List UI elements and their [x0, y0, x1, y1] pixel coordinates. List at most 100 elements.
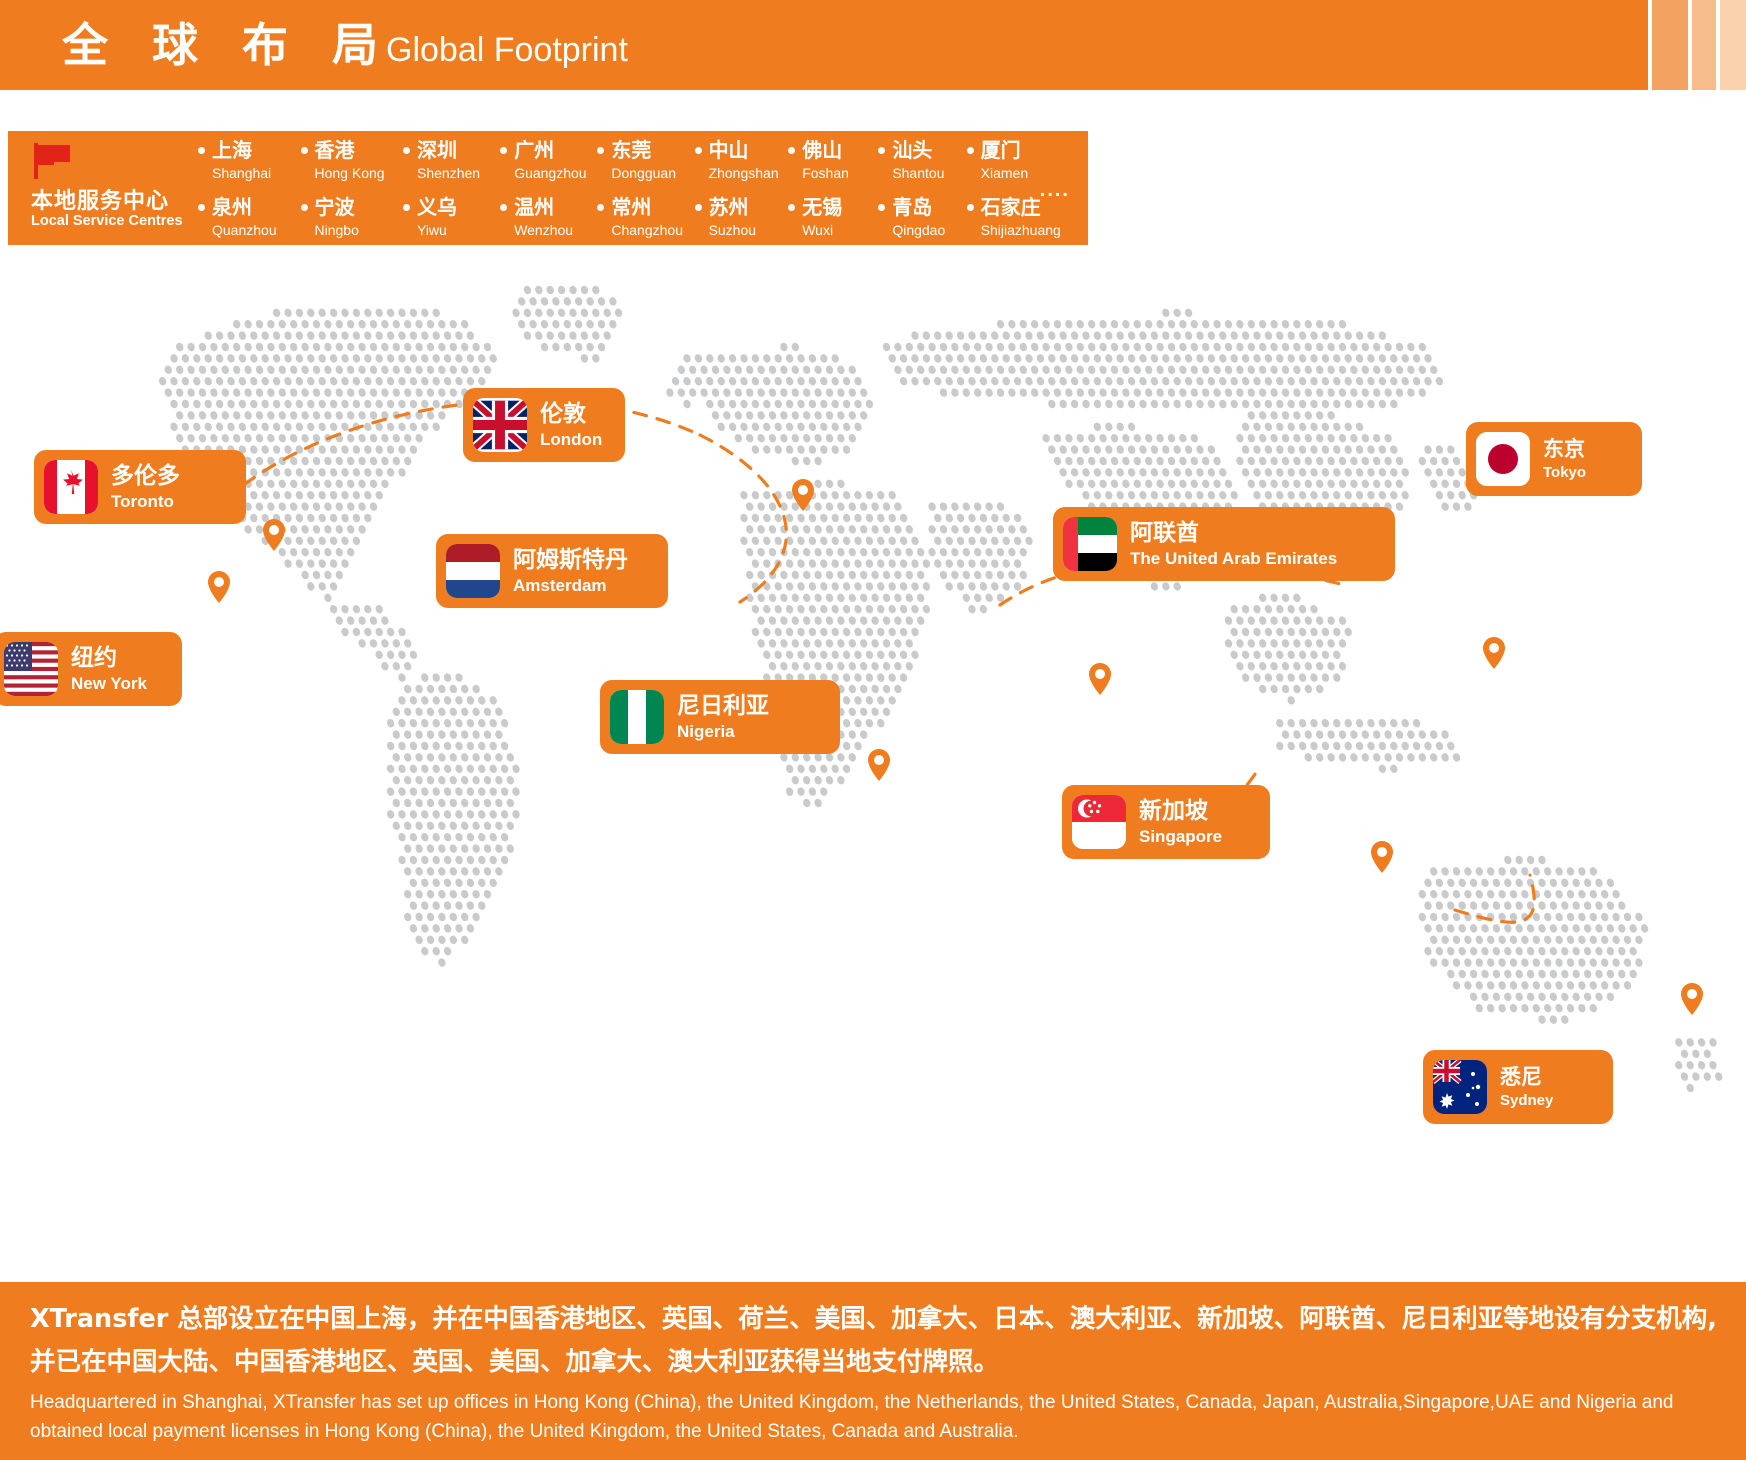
bullet-dot-icon [403, 204, 410, 211]
city-label-en: Shantou [892, 165, 945, 181]
city-card-uae[interactable]: 阿联酋 The United Arab Emirates [1053, 507, 1395, 581]
footer-description-panel: XTransfer 总部设立在中国上海，并在中国香港地区、英国、荷兰、美国、加拿… [0, 1282, 1746, 1460]
city-label-cn: 中山 [708, 138, 749, 162]
map-pin-marker[interactable] [261, 518, 287, 552]
bullet-dot-icon [788, 147, 796, 154]
bullet-dot-icon [694, 204, 702, 211]
city-card-label-en: The United Arab Emirates [1130, 548, 1338, 568]
city-card-label-cn: 伦敦 [540, 400, 586, 427]
city-card-singapore[interactable]: 新加坡 Singapore [1062, 785, 1270, 859]
red-flag-icon [32, 143, 76, 179]
service-centre-city-shantou[interactable]: 汕头 Shantou [878, 137, 966, 183]
city-card-london[interactable]: 伦敦 London [463, 388, 625, 462]
city-label-en: Shanghai [212, 165, 272, 181]
city-label-en: Guangzhou [514, 165, 587, 181]
city-label-en: Yiwu [417, 222, 447, 238]
bullet-dot-icon [300, 204, 308, 211]
service-centre-city-wuxi[interactable]: 无锡 Wuxi [788, 194, 878, 240]
city-label-cn: 义乌 [417, 195, 457, 219]
service-centre-city-yiwu[interactable]: 义乌 Yiwu [403, 194, 500, 240]
bullet-dot-icon [597, 204, 605, 211]
service-centre-city-shenzhen[interactable]: 深圳 Shenzhen [403, 137, 500, 183]
canada-flag-icon [44, 460, 98, 514]
city-label-cn: 汕头 [892, 138, 933, 162]
city-label-en: Xiamen [980, 165, 1029, 181]
map-pin-marker[interactable] [1369, 840, 1395, 874]
city-label-cn: 温州 [514, 195, 555, 219]
city-label-en: Foshan [802, 165, 849, 181]
bullet-dot-icon [198, 147, 205, 154]
service-centre-city-dongguan[interactable]: 东莞 Dongguan [597, 137, 694, 183]
city-card-toronto[interactable]: 多伦多 Toronto [34, 450, 246, 524]
service-centre-city-hong-kong[interactable]: 香港 Hong Kong [300, 137, 404, 183]
service-centre-city-quanzhou[interactable]: 泉州 Quanzhou [198, 194, 301, 240]
service-centre-city-suzhou[interactable]: 苏州 Suzhou [694, 194, 789, 240]
bullet-dot-icon [500, 204, 508, 211]
bullet-dot-icon [966, 147, 974, 154]
city-label-cn: 青岛 [892, 195, 933, 219]
footer-text-en: Headquartered in Shanghai, XTransfer has… [30, 1392, 1674, 1442]
city-label-cn: 香港 [314, 138, 355, 162]
service-centre-city-guangzhou[interactable]: 广州 Guangzhou [500, 137, 597, 183]
service-centre-city-foshan[interactable]: 佛山 Foshan [788, 137, 878, 183]
service-centre-city-wenzhou[interactable]: 温州 Wenzhou [500, 194, 597, 240]
service-centre-city-zhongshan[interactable]: 中山 Zhongshan [694, 137, 789, 183]
city-label-en: Quanzhou [212, 222, 277, 238]
bullet-dot-icon [500, 147, 508, 154]
map-pin-marker[interactable] [1481, 636, 1507, 670]
map-pin-marker[interactable] [1087, 662, 1113, 696]
header-bar-accent-3 [1720, 0, 1746, 90]
city-label-cn: 东莞 [611, 138, 652, 162]
service-centre-city-xiamen[interactable]: 厦门 Xiamen [966, 137, 1078, 183]
map-pin-marker[interactable] [866, 748, 892, 782]
service-centre-city-shijiazhuang[interactable]: 石家庄 Shijiazhuang [966, 194, 1078, 240]
city-label-en: Shijiazhuang [980, 222, 1061, 238]
city-label-en: Wenzhou [514, 222, 574, 238]
city-label-cn: 上海 [212, 138, 252, 162]
map-pin-marker[interactable] [206, 570, 232, 604]
map-pin-marker[interactable] [1679, 982, 1705, 1016]
city-card-label-en: London [540, 429, 603, 449]
bullet-dot-icon [597, 147, 605, 154]
city-label-en: Ningbo [314, 222, 359, 238]
service-centre-city-ningbo[interactable]: 宁波 Ningbo [300, 194, 404, 240]
bullet-dot-icon [878, 204, 886, 211]
city-card-label-en: Nigeria [677, 721, 735, 741]
world-map: 多伦多 Toronto [0, 250, 1746, 1270]
city-card-new-york[interactable]: 纽约 New York [0, 632, 182, 706]
city-card-amsterdam[interactable]: 阿姆斯特丹 Amsterdam [436, 534, 668, 608]
service-centre-city-shanghai[interactable]: 上海 Shanghai [198, 137, 301, 183]
city-label-cn: 石家庄 [980, 195, 1041, 219]
city-card-label-cn: 尼日利亚 [677, 692, 769, 719]
city-label-cn: 常州 [611, 195, 652, 219]
city-card-label-en: Tokyo [1543, 463, 1587, 481]
city-card-sydney[interactable]: 悉尼 Sydney [1423, 1050, 1613, 1124]
singapore-flag-icon [1072, 795, 1126, 849]
bullet-dot-icon [403, 147, 410, 154]
city-label-en: Dongguan [611, 165, 676, 181]
city-card-nigeria[interactable]: 尼日利亚 Nigeria [600, 680, 840, 754]
bullet-dot-icon [694, 147, 702, 154]
city-label-en: Zhongshan [708, 165, 779, 181]
city-card-tokyo[interactable]: 东京 Tokyo [1466, 422, 1642, 496]
city-label-en: Changzhou [611, 222, 683, 238]
bullet-dot-icon [966, 204, 974, 211]
city-card-label-cn: 悉尼 [1500, 1064, 1542, 1089]
nigeria-flag-icon [610, 690, 664, 744]
city-label-cn: 宁波 [314, 195, 355, 219]
service-centre-city-changzhou[interactable]: 常州 Changzhou [597, 194, 694, 240]
city-card-label-cn: 新加坡 [1139, 797, 1208, 824]
city-card-label-en: Toronto [111, 491, 174, 511]
city-card-label-cn: 多伦多 [111, 462, 180, 489]
australia-flag-icon [1433, 1060, 1487, 1114]
city-card-label-cn: 东京 [1543, 436, 1585, 461]
header-bar-accent-2 [1692, 0, 1716, 90]
more-cities-ellipsis: .... [1039, 179, 1070, 201]
city-card-label-cn: 纽约 [71, 644, 117, 671]
page-title-en: Global Footprint [386, 31, 628, 69]
city-label-en: Hong Kong [314, 165, 385, 181]
map-pin-marker[interactable] [790, 478, 816, 512]
japan-flag-icon [1476, 432, 1530, 486]
service-centre-city-qingdao[interactable]: 青岛 Qingdao [878, 194, 966, 240]
city-label-cn: 无锡 [802, 195, 843, 219]
